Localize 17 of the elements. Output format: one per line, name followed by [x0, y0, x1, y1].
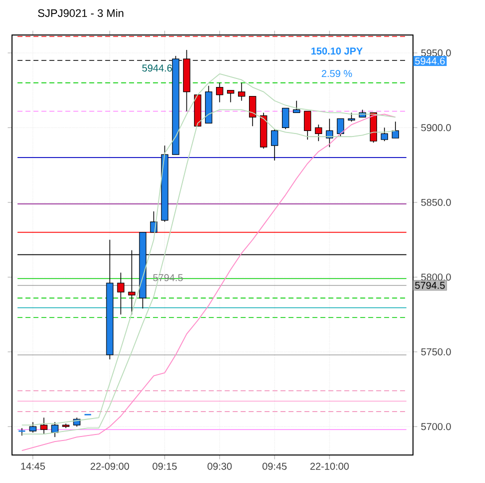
text: 5944.6 — [415, 57, 445, 65]
x-tick-label: 09:15 — [152, 462, 177, 470]
y-tick-label: 5800.0 — [421, 274, 451, 281]
y-tick-label: 5700.0 — [421, 423, 451, 430]
annotation: 2.59 % — [322, 70, 352, 78]
x-tick-label: 09:30 — [208, 462, 232, 470]
x-tick-label: 14:45 — [21, 462, 45, 470]
text: 5794.5 — [415, 282, 445, 289]
y-tick-label: 5850.0 — [421, 198, 451, 206]
y-tick-label: 5900.0 — [421, 124, 451, 132]
x-tick-label: 22-09:00 — [90, 462, 130, 470]
annotation: 150.10 JPY — [311, 48, 363, 55]
chart-title: SJPJ9021 - 3 Min — [38, 8, 124, 18]
annotation: 5944.6 — [142, 64, 172, 72]
x-tick-label: 22-10:00 — [310, 462, 349, 470]
y-tick-label: 5750.0 — [421, 348, 451, 356]
x-tick-label: 09:45 — [262, 462, 287, 470]
